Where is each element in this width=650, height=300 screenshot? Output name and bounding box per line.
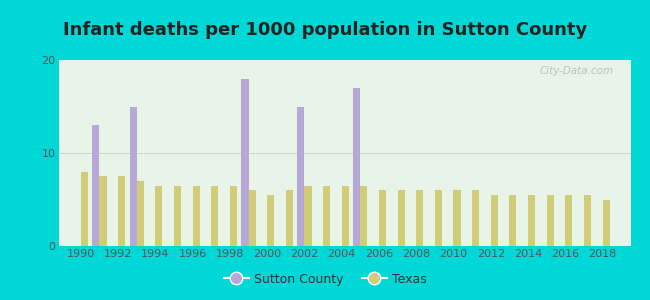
Bar (435, 190, 442, 246)
Bar (584, 195, 591, 246)
Bar (286, 190, 293, 246)
Bar (491, 195, 498, 246)
Bar (603, 200, 610, 246)
Legend: Sutton County, Texas: Sutton County, Texas (218, 268, 432, 291)
Bar (297, 106, 304, 246)
Bar (379, 190, 386, 246)
Bar (528, 195, 535, 246)
Bar (211, 185, 218, 246)
Text: City-Data.com: City-Data.com (540, 66, 614, 76)
Bar (155, 185, 162, 246)
Bar (454, 190, 461, 246)
Bar (81, 172, 88, 246)
Bar (304, 185, 311, 246)
Bar (129, 106, 136, 246)
Text: Infant deaths per 1000 population in Sutton County: Infant deaths per 1000 population in Sut… (63, 21, 587, 39)
Bar (230, 185, 237, 246)
Bar (353, 88, 360, 246)
Bar (248, 190, 255, 246)
Bar (174, 185, 181, 246)
Bar (267, 195, 274, 246)
Bar (566, 195, 573, 246)
Bar (192, 185, 200, 246)
Bar (323, 185, 330, 246)
Bar (92, 125, 99, 246)
Bar (398, 190, 405, 246)
Bar (118, 176, 125, 246)
Bar (342, 185, 349, 246)
Bar (547, 195, 554, 246)
Bar (510, 195, 517, 246)
Bar (241, 79, 248, 246)
Bar (136, 181, 144, 246)
Bar (99, 176, 107, 246)
Bar (416, 190, 423, 246)
Bar (360, 185, 367, 246)
Bar (472, 190, 479, 246)
